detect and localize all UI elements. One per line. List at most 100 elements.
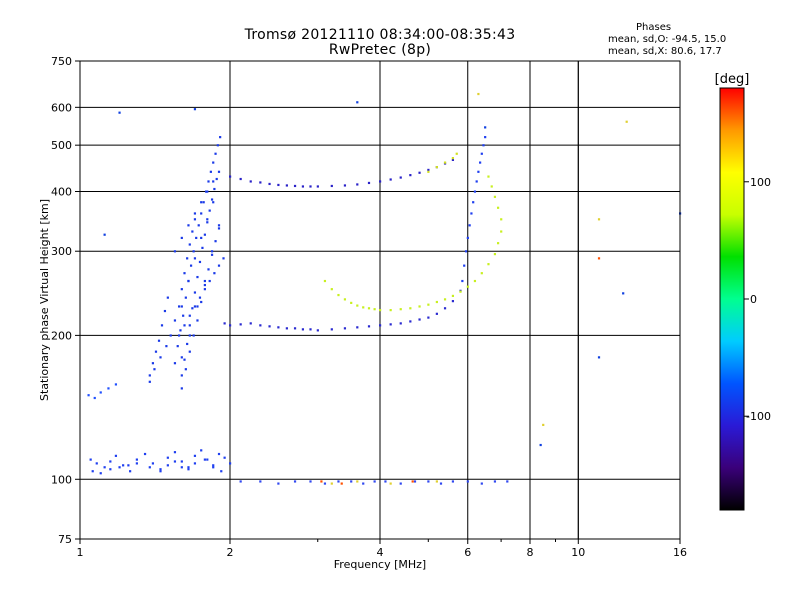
data-point <box>202 201 205 204</box>
data-point <box>109 468 112 471</box>
data-point <box>182 314 185 317</box>
data-point <box>173 460 177 463</box>
data-point <box>399 482 402 485</box>
x-tick-label: 16 <box>673 546 687 559</box>
data-point <box>451 158 455 161</box>
data-point <box>451 157 455 160</box>
data-point <box>285 327 288 330</box>
data-point <box>188 324 191 327</box>
data-point <box>206 221 209 224</box>
data-point <box>490 185 493 188</box>
data-point <box>384 480 387 483</box>
data-point <box>435 480 438 483</box>
data-point <box>622 292 625 295</box>
data-point <box>180 288 183 291</box>
data-point <box>293 480 297 483</box>
data-point <box>166 456 169 459</box>
data-point <box>480 152 483 155</box>
data-point <box>356 304 359 307</box>
data-point <box>487 263 490 266</box>
data-point <box>451 480 455 483</box>
data-point <box>192 334 195 337</box>
data-point <box>180 466 183 469</box>
data-point <box>192 250 195 253</box>
data-point <box>220 470 223 473</box>
data-point <box>217 170 221 173</box>
data-point <box>597 257 601 260</box>
data-point <box>373 308 376 311</box>
colorbar: [deg] 100 0 -100 <box>715 72 771 511</box>
data-point <box>330 482 333 485</box>
data-point <box>475 180 478 183</box>
x-axis-label: Frequency [MHz] <box>334 558 426 571</box>
data-point <box>118 111 121 114</box>
data-point <box>340 482 343 485</box>
data-point <box>200 300 203 304</box>
data-point <box>418 318 421 321</box>
data-point <box>103 466 106 469</box>
data-point <box>91 470 94 473</box>
data-point <box>180 460 183 463</box>
phases-summary: Phases mean, sd,O: -94.5, 15.0 mean, sd,… <box>608 22 726 58</box>
data-point <box>197 224 200 227</box>
data-point <box>186 342 189 346</box>
data-point <box>188 243 191 246</box>
data-point <box>229 175 232 178</box>
data-point <box>301 328 305 331</box>
data-point <box>203 458 206 461</box>
data-point <box>343 298 347 301</box>
data-point <box>217 224 221 227</box>
data-point <box>99 391 102 394</box>
data-point <box>173 319 177 322</box>
data-point <box>193 454 197 457</box>
data-point <box>176 345 179 348</box>
data-point <box>212 466 215 469</box>
data-point <box>259 480 262 483</box>
data-point <box>411 480 414 483</box>
data-point <box>309 480 312 483</box>
data-point <box>188 350 191 353</box>
data-point <box>187 224 190 227</box>
data-point <box>187 466 190 469</box>
data-point <box>148 374 151 377</box>
data-point <box>379 324 382 327</box>
y-tick-label: 200 <box>51 329 72 342</box>
data-point <box>213 272 216 275</box>
data-point <box>463 264 466 267</box>
data-point <box>207 268 210 271</box>
data-point <box>214 240 217 243</box>
y-tick-label: 750 <box>51 55 72 68</box>
data-point <box>191 307 194 310</box>
data-point <box>239 480 242 483</box>
data-point <box>268 325 271 328</box>
data-point <box>103 233 106 236</box>
data-point <box>337 480 340 483</box>
data-point <box>542 423 545 427</box>
data-point <box>399 176 402 179</box>
data-point <box>193 212 197 215</box>
data-point <box>217 227 221 230</box>
chart-title-line-1: Tromsø 20121110 08:34:00-08:35:43 <box>244 27 516 43</box>
x-tick-label: 8 <box>527 546 534 559</box>
data-point <box>506 480 509 483</box>
data-point <box>277 183 280 187</box>
data-point <box>480 482 483 485</box>
data-point <box>191 230 194 233</box>
data-point <box>625 120 628 123</box>
data-point <box>330 184 333 188</box>
data-point <box>180 374 183 377</box>
data-point <box>183 272 186 275</box>
data-point <box>362 482 365 485</box>
data-point <box>114 383 118 386</box>
data-point <box>99 472 102 475</box>
data-point <box>193 257 197 260</box>
data-point <box>210 253 214 256</box>
data-point <box>399 322 402 325</box>
data-point <box>464 250 468 253</box>
data-point <box>163 309 167 313</box>
data-point <box>500 218 503 221</box>
data-point <box>477 170 480 173</box>
data-point <box>193 462 197 465</box>
data-point <box>179 329 182 332</box>
data-point <box>323 279 327 283</box>
